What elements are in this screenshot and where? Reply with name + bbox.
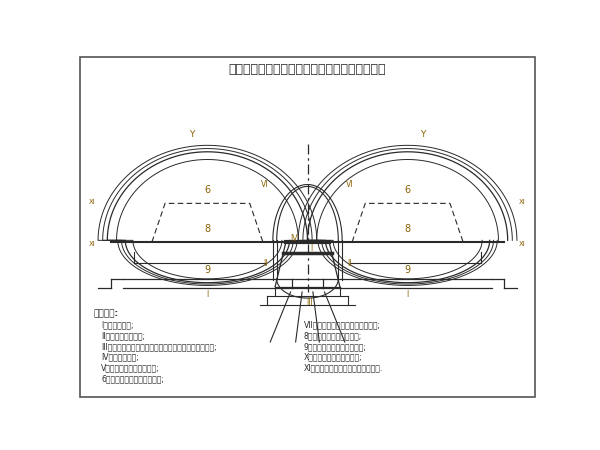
Text: Y: Y [190,130,194,140]
Text: XI: XI [519,199,526,205]
Text: 9、左（右）主洞下台阶开挖;: 9、左（右）主洞下台阶开挖; [304,342,367,351]
Text: II: II [263,259,268,268]
Text: 9: 9 [404,265,410,274]
Text: XI: XI [519,241,526,247]
Text: XI、全断面喷注左（右）洞二次衬砌.: XI、全断面喷注左（右）洞二次衬砌. [304,364,383,373]
Text: 图例序号:: 图例序号: [94,310,119,319]
Text: VII、左（右）主洞上台阶初期支护;: VII、左（右）主洞上台阶初期支护; [304,320,380,329]
Text: III、基底注浆锚杆施作，灌注中墙及中墙顶部回填处理;: III、基底注浆锚杆施作，灌注中墙及中墙顶部回填处理; [101,342,217,351]
Text: 8: 8 [404,224,410,234]
Text: XI: XI [89,241,96,247]
Text: X、左（右）主洞仰拱衬砌;: X、左（右）主洞仰拱衬砌; [304,353,362,362]
Text: 9: 9 [205,265,211,274]
Text: VI: VI [262,180,269,189]
Text: 6: 6 [404,185,410,195]
Text: 6: 6 [205,185,211,195]
Text: IV、中墙侧支护;: IV、中墙侧支护; [101,353,139,362]
Text: I: I [310,243,313,252]
Text: Y: Y [421,130,425,140]
Text: XI: XI [89,199,96,205]
Text: VI: VI [346,180,353,189]
Text: I: I [406,290,409,299]
Text: I: I [206,290,209,299]
Text: II: II [347,259,352,268]
Text: IV: IV [290,234,298,243]
Text: III: III [307,298,313,307]
Text: 8: 8 [205,224,211,234]
Text: 8、主洞上台阶核心土开挖;: 8、主洞上台阶核心土开挖; [304,331,362,340]
Text: 6、左（右）主洞上台阶开挖;: 6、左（右）主洞上台阶开挖; [101,374,164,383]
Text: 连拱隧道中导洞法合阶分步开挖施工作业程序图: 连拱隧道中导洞法合阶分步开挖施工作业程序图 [229,63,386,76]
Text: I、中导洞开挖;: I、中导洞开挖; [101,320,134,329]
Text: V、左（右）主洞超前支护;: V、左（右）主洞超前支护; [101,364,160,373]
Text: II、中导洞初期支护;: II、中导洞初期支护; [101,331,145,340]
